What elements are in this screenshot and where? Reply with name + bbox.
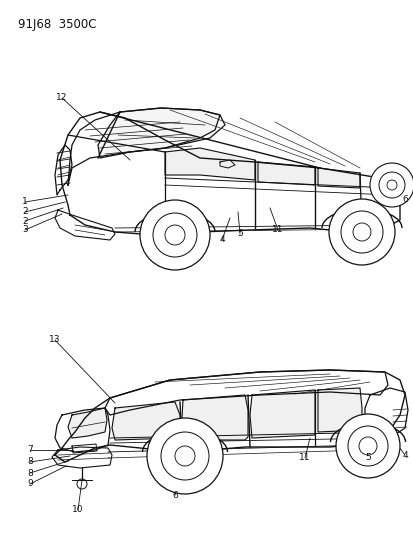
Text: 11: 11 bbox=[272, 225, 283, 235]
Text: 8: 8 bbox=[27, 469, 33, 478]
Text: 8: 8 bbox=[27, 457, 33, 466]
Polygon shape bbox=[105, 370, 387, 415]
Polygon shape bbox=[165, 148, 254, 180]
Text: 6: 6 bbox=[172, 490, 178, 499]
Polygon shape bbox=[249, 390, 314, 438]
Text: 11: 11 bbox=[299, 454, 310, 463]
Text: 2: 2 bbox=[22, 207, 28, 216]
Polygon shape bbox=[55, 145, 72, 195]
Text: 3: 3 bbox=[22, 225, 28, 235]
Circle shape bbox=[328, 199, 394, 265]
Polygon shape bbox=[52, 447, 112, 468]
Text: 7: 7 bbox=[27, 446, 33, 455]
Text: 91J68  3500C: 91J68 3500C bbox=[18, 18, 96, 31]
Text: 12: 12 bbox=[56, 93, 67, 102]
Text: 4: 4 bbox=[401, 450, 407, 459]
Polygon shape bbox=[55, 408, 110, 452]
Text: 13: 13 bbox=[49, 335, 61, 344]
Polygon shape bbox=[182, 395, 247, 440]
Circle shape bbox=[335, 414, 399, 478]
Text: 1: 1 bbox=[22, 198, 28, 206]
Text: 6: 6 bbox=[401, 196, 407, 205]
Polygon shape bbox=[317, 168, 359, 188]
Polygon shape bbox=[55, 210, 115, 240]
Text: 10: 10 bbox=[72, 505, 83, 514]
Polygon shape bbox=[257, 162, 314, 185]
Polygon shape bbox=[112, 402, 180, 440]
Text: 5: 5 bbox=[237, 230, 242, 238]
Polygon shape bbox=[68, 408, 107, 438]
Polygon shape bbox=[98, 108, 219, 158]
Polygon shape bbox=[68, 108, 224, 185]
Text: 2: 2 bbox=[22, 216, 28, 225]
Polygon shape bbox=[317, 388, 361, 432]
Polygon shape bbox=[364, 388, 407, 440]
Circle shape bbox=[147, 418, 223, 494]
Polygon shape bbox=[60, 112, 399, 235]
Circle shape bbox=[140, 200, 209, 270]
Circle shape bbox=[369, 163, 413, 207]
Text: 5: 5 bbox=[364, 454, 370, 463]
Text: 4: 4 bbox=[218, 236, 224, 245]
Text: 9: 9 bbox=[27, 480, 33, 489]
Polygon shape bbox=[55, 370, 404, 462]
